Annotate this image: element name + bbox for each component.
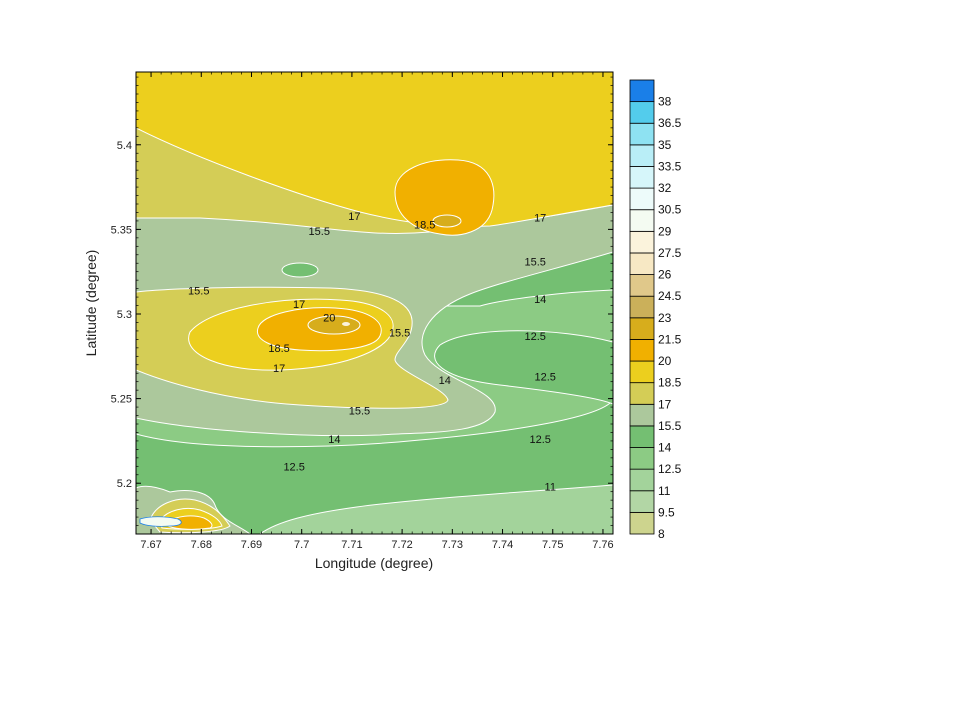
x-tick-label: 7.76 [592, 539, 613, 551]
contour-label: 12.5 [524, 331, 545, 343]
contour-label: 15.5 [349, 405, 370, 417]
colorbar-swatch [629, 425, 655, 448]
colorbar-swatch [629, 511, 655, 535]
colorbar-swatch [629, 144, 655, 167]
contour-label: 14 [439, 375, 451, 387]
contour-label: 11 [545, 482, 556, 494]
colorbar-label: 36.5 [658, 116, 682, 130]
x-axis-title: Longitude (degree) [315, 555, 433, 571]
x-tick-label: 7.74 [492, 539, 513, 551]
contour-label: 18.5 [268, 343, 289, 355]
colorbar-label: 23 [658, 311, 672, 325]
colorbar-swatch [629, 403, 655, 427]
contour-region-11 [259, 484, 613, 534]
contour-peak-mid [342, 322, 350, 326]
colorbar-label: 24.5 [658, 289, 682, 303]
colorbar-swatch [629, 187, 655, 211]
contour-region-hotspot-peak [139, 516, 182, 527]
colorbar-swatch [629, 79, 655, 103]
colorbar-swatch [629, 230, 655, 254]
y-tick-label: 5.4 [117, 140, 132, 152]
colorbar-label: 26 [658, 268, 672, 282]
colorbar-label: 15.5 [658, 419, 682, 433]
x-tick-label: 7.69 [241, 539, 262, 551]
colorbar-label: 12.5 [658, 462, 682, 476]
y-axis-title: Latitude (degree) [83, 250, 99, 357]
x-tick-label: 7.67 [140, 539, 161, 551]
contour-label: 12.5 [529, 434, 550, 446]
contour-label: 17 [293, 299, 305, 311]
colorbar-swatch [629, 252, 655, 275]
colorbar-swatch [629, 468, 655, 492]
colorbar-swatch [629, 382, 655, 405]
contour-label: 15.5 [524, 257, 545, 269]
colorbar-label: 38 [658, 95, 672, 109]
contour-label: 12.5 [283, 461, 304, 473]
contour-label: 12.5 [535, 372, 556, 384]
contour-label: 15.5 [188, 285, 209, 297]
colorbar-swatch [629, 122, 655, 146]
colorbar-label: 11 [658, 484, 671, 498]
contour-region-20-top [394, 159, 495, 236]
colorbar-label: 20 [658, 354, 672, 368]
x-tick-label: 7.72 [391, 539, 412, 551]
colorbar-swatch [629, 274, 655, 297]
colorbar-swatch [629, 101, 655, 124]
colorbar-label: 29 [658, 224, 672, 238]
y-tick-label: 5.25 [111, 394, 132, 406]
colorbar-label: 33.5 [658, 159, 682, 173]
contour-fill-layer [136, 72, 613, 534]
colorbar-label: 30.5 [658, 203, 682, 217]
x-tick-label: 7.73 [442, 539, 463, 551]
colorbar-label: 17 [658, 397, 672, 411]
contour-region-21.5-top [432, 214, 462, 228]
contour-label: 20 [323, 312, 335, 324]
colorbar-swatch [629, 166, 655, 189]
y-tick-label: 5.35 [111, 224, 132, 236]
y-axis: 5.2 5.25 5.3 5.35 5.4 [111, 76, 613, 526]
colorbar-swatch [629, 209, 655, 232]
contour-label: 14 [534, 294, 546, 306]
colorbar-label: 27.5 [658, 246, 682, 260]
contour-region-21.5-mid [307, 315, 361, 335]
contour-label: 15.5 [309, 226, 330, 238]
plot-frame [135, 71, 614, 535]
contour-region-14-blob [281, 262, 319, 278]
colorbar-swatch [629, 447, 655, 470]
contour-label-layer: 17 18.5 17 15.5 15.5 15.5 17 20 18.5 17 15.5 14 12.5… [188, 211, 556, 494]
x-tick-label: 7.7 [294, 539, 309, 551]
colorbar-label: 18.5 [658, 376, 682, 390]
colorbar-swatch [629, 317, 655, 340]
colorbar-label: 14 [658, 441, 672, 455]
colorbar-swatch [629, 295, 655, 319]
colorbar-label: 9.5 [658, 505, 675, 519]
colorbar-label: 35 [658, 138, 672, 152]
contour-label: 17 [348, 211, 360, 223]
contour-label: 18.5 [414, 219, 435, 231]
y-tick-label: 5.2 [117, 478, 132, 490]
colorbar: 8 9.5 11 12.5 14 15.5 17 18.5 20 21.5 23 24.5 26 27.5… [629, 79, 682, 541]
x-axis: 7.67 7.68 7.69 7.7 7.71 7.72 7.73 7.74 7.75 7.76 [140, 72, 614, 551]
x-tick-label: 7.71 [341, 539, 362, 551]
contour-label: 17 [534, 213, 546, 225]
colorbar-swatch [629, 360, 655, 384]
contour-label: 17 [273, 363, 285, 375]
colorbar-label: 32 [658, 181, 672, 195]
colorbar-label: 8 [658, 527, 665, 541]
colorbar-swatch [629, 490, 655, 513]
contour-label: 15.5 [389, 328, 410, 340]
contour-label: 14 [328, 434, 340, 446]
y-tick-label: 5.3 [117, 309, 132, 321]
colorbar-swatch [629, 339, 655, 362]
contour-region-12.5-tongue [434, 330, 613, 405]
colorbar-label: 21.5 [658, 332, 682, 346]
x-tick-label: 7.68 [191, 539, 212, 551]
x-tick-label: 7.75 [542, 539, 563, 551]
